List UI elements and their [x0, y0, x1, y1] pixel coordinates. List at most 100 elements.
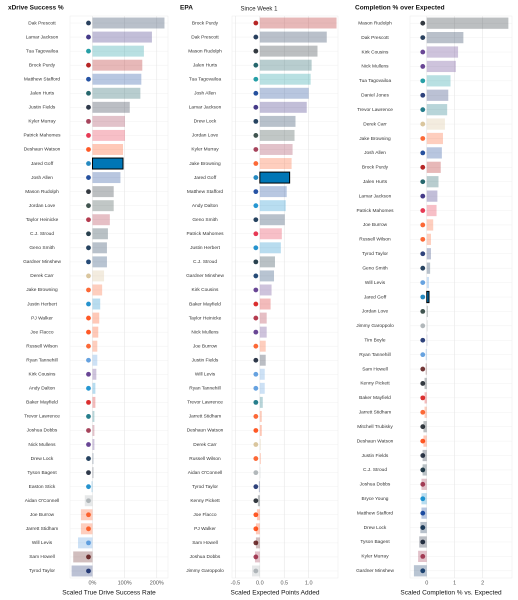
player-name: Ryan Tannehill — [26, 357, 57, 363]
bar — [259, 59, 312, 71]
player-name: Taylor Heinicke — [189, 315, 222, 321]
bar — [92, 73, 142, 85]
player-name: Nick Mullens — [361, 64, 389, 70]
player-name: Tim Boyle — [364, 337, 385, 343]
bar — [92, 129, 125, 141]
x-tick-label: -0.5 — [231, 580, 240, 586]
team-logo — [253, 399, 259, 405]
player-name: Baker Mayfield — [359, 395, 391, 401]
bar — [73, 551, 93, 563]
player-name: PJ Walker — [31, 315, 53, 321]
player-name: Jalen Hurts — [363, 179, 388, 185]
player-name: Deshaun Watson — [187, 428, 224, 434]
team-logo — [420, 352, 426, 358]
bar — [426, 190, 438, 202]
player-name: Baker Mayfield — [189, 301, 221, 307]
player-name: Joshua Dobbs — [27, 428, 58, 434]
team-logo — [420, 553, 426, 559]
player-name: Tyson Bagent — [360, 539, 390, 545]
bar — [259, 31, 327, 43]
x-tick-label: 0 — [425, 580, 428, 586]
bar — [259, 17, 337, 29]
bar — [426, 161, 441, 173]
player-name: Gardner Minshew — [356, 568, 394, 574]
team-logo — [253, 118, 259, 124]
bar — [92, 45, 144, 57]
player-name: Trevor Lawrence — [357, 107, 393, 113]
team-logo — [86, 133, 91, 138]
team-logo — [420, 309, 426, 314]
bar — [426, 31, 464, 44]
bar — [424, 377, 427, 390]
team-logo — [86, 161, 91, 166]
bar — [426, 276, 430, 289]
bar — [426, 219, 434, 231]
player-name: Justin Fields — [362, 453, 389, 459]
player-name: Tyson Bagent — [27, 470, 57, 476]
team-logo — [420, 164, 426, 170]
team-logo — [86, 147, 91, 152]
player-name: Deshaun Watson — [24, 147, 61, 153]
team-logo — [86, 385, 91, 391]
team-logo — [86, 189, 91, 195]
player-name: Dak Prescott — [191, 34, 219, 40]
player-name: Jimmy Garoppolo — [186, 568, 224, 574]
bar — [92, 59, 143, 71]
player-name: Jordan Love — [192, 133, 219, 139]
x-tick-label: 1.0 — [305, 580, 313, 586]
player-name: Justin Fields — [29, 105, 56, 111]
team-logo — [420, 467, 426, 473]
team-logo — [253, 456, 259, 461]
team-logo — [86, 48, 91, 54]
player-name: Josh Allen — [194, 91, 216, 97]
bar — [259, 45, 318, 57]
player-name: Kirk Cousins — [362, 49, 390, 55]
bar — [426, 132, 443, 145]
team-logo — [253, 442, 259, 447]
player-name: Ryan Tannehill — [189, 386, 220, 392]
player-name: Dak Prescott — [361, 35, 389, 41]
team-logo — [253, 287, 259, 293]
player-name: Nick Mullens — [28, 442, 56, 448]
player-name: C.J. Stroud — [30, 231, 54, 237]
bar — [92, 17, 165, 29]
bar — [426, 17, 509, 29]
bar — [426, 89, 449, 101]
panel-title: xDrive Success % — [8, 5, 64, 12]
bar — [259, 115, 296, 127]
team-logo — [253, 470, 259, 476]
bar — [259, 143, 293, 155]
bar — [71, 565, 93, 577]
team-logo — [420, 481, 426, 487]
bar — [92, 439, 95, 451]
bar — [426, 233, 431, 245]
player-name: Jimmy Garoppolo — [356, 323, 394, 329]
player-name: Mason Rudolph — [358, 20, 392, 26]
bar — [426, 204, 437, 217]
player-name: Joe Flacco — [193, 512, 217, 518]
team-logo — [86, 540, 91, 546]
team-logo — [253, 48, 259, 54]
bar — [426, 46, 459, 58]
player-name: Joe Burrow — [30, 512, 55, 518]
team-logo — [253, 273, 259, 279]
bar — [259, 214, 285, 226]
bar — [426, 334, 428, 346]
team-logo — [420, 409, 426, 415]
player-name: Joe Flacco — [30, 329, 54, 335]
player-name: Kenny Pickett — [190, 498, 220, 504]
bar — [91, 157, 124, 170]
player-name: Bryce Young — [362, 496, 389, 502]
bar — [92, 410, 95, 422]
team-logo — [253, 34, 259, 40]
team-logo — [420, 323, 426, 329]
team-logo — [253, 20, 259, 26]
team-logo — [420, 294, 426, 300]
bar — [425, 363, 427, 375]
team-logo — [86, 554, 91, 560]
bar — [259, 270, 275, 282]
team-logo — [420, 568, 426, 574]
team-logo — [253, 484, 259, 490]
player-name: C.J. Stroud — [363, 467, 387, 473]
player-name: Joe Burrow — [193, 343, 218, 349]
